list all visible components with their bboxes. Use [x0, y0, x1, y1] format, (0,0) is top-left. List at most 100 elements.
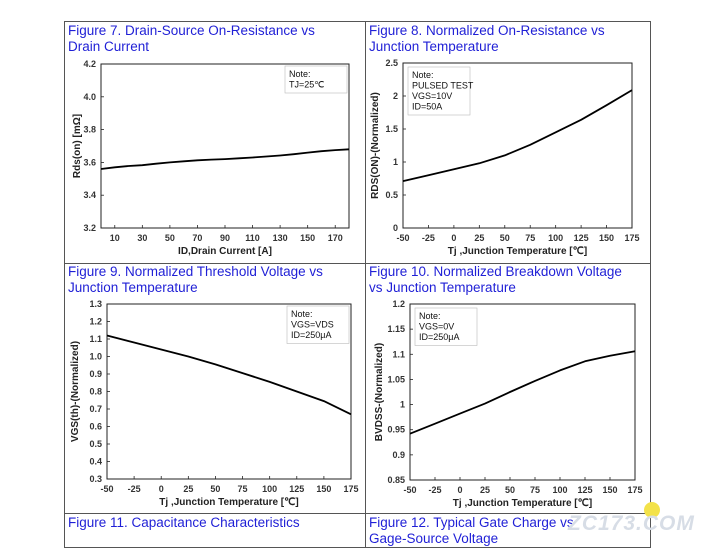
plot-frame: [402, 62, 633, 229]
note-box: [407, 66, 471, 116]
y-tick-label: 0.5: [385, 190, 398, 200]
y-tick-label: 1.15: [387, 324, 405, 334]
x-tick-label: 175: [624, 233, 639, 243]
note-line: VGS=0V: [419, 322, 454, 332]
y-tick-label: 1.1: [89, 334, 102, 344]
y-axis-label: RDS(ON)-(Normalized): [370, 92, 381, 199]
x-tick-label: -25: [428, 485, 441, 495]
y-tick-label: 3.8: [83, 125, 96, 135]
x-tick-label: 170: [328, 233, 343, 243]
y-tick-label: 3.4: [83, 190, 96, 200]
x-axis-label: ID,Drain Current [A]: [178, 246, 272, 257]
x-tick-label: 100: [262, 484, 277, 494]
x-tick-label: -50: [403, 485, 416, 495]
watermark: ZC173.COM: [568, 512, 695, 535]
series-line: [100, 148, 350, 170]
x-tick-label: 25: [183, 484, 193, 494]
y-tick-label: 2: [393, 91, 398, 101]
y-tick-label: 1: [400, 400, 405, 410]
x-tick-label: -25: [422, 233, 435, 243]
note-line: Note:: [289, 69, 311, 79]
y-tick-label: 0.3: [89, 474, 102, 484]
x-tick-label: 70: [192, 233, 202, 243]
x-tick-label: 175: [343, 484, 358, 494]
x-axis-label: Tj ,Junction Temperature [℃]: [448, 246, 587, 257]
figure-11-caption: Figure 11. Capacitance Characteristics: [68, 515, 300, 530]
y-axis-label: VGS(th)-(Normalized): [70, 341, 81, 442]
x-tick-label: 50: [210, 484, 220, 494]
x-tick-label: 150: [300, 233, 315, 243]
y-tick-label: 4.2: [83, 59, 96, 69]
note-line: VGS=10V: [412, 91, 452, 101]
y-tick-label: 0.9: [392, 450, 405, 460]
y-tick-label: 1.05: [387, 374, 405, 384]
y-tick-label: 1.1: [392, 349, 405, 359]
y-tick-label: 0.5: [89, 439, 102, 449]
x-tick-label: 50: [165, 233, 175, 243]
x-tick-label: 100: [552, 485, 567, 495]
y-tick-label: 0.7: [89, 404, 102, 414]
note-line: Note:: [291, 309, 313, 319]
y-tick-label: 2.5: [385, 58, 398, 68]
y-tick-label: 3.2: [83, 223, 96, 233]
note-line: ID=250μA: [291, 330, 331, 340]
plot-frame: [409, 303, 636, 481]
y-tick-label: 0.4: [89, 457, 102, 467]
x-tick-label: 90: [220, 233, 230, 243]
figure-8-caption: Figure 8. Normalized On-Resistance vs Ju…: [369, 23, 605, 54]
note-box: [286, 305, 350, 344]
x-tick-label: 130: [273, 233, 288, 243]
x-tick-label: 175: [627, 485, 642, 495]
x-axis-label: Tj ,Junction Temperature [℃]: [453, 498, 592, 509]
y-axis-label: Rds(on) [mΩ]: [72, 114, 83, 178]
x-tick-label: 150: [599, 233, 614, 243]
y-tick-label: 4.0: [83, 92, 96, 102]
x-tick-label: 0: [159, 484, 164, 494]
x-tick-label: 0: [457, 485, 462, 495]
x-tick-label: 10: [110, 233, 120, 243]
y-tick-label: 0.9: [89, 369, 102, 379]
note-line: Note:: [412, 70, 434, 80]
y-tick-label: 0.8: [89, 387, 102, 397]
x-tick-label: -50: [396, 233, 409, 243]
figure-10-caption: Figure 10. Normalized Breakdown Voltage …: [369, 264, 622, 295]
figure-9-caption: Figure 9. Normalized Threshold Voltage v…: [68, 264, 323, 295]
note-line: PULSED TEST: [412, 81, 474, 91]
x-tick-label: -25: [128, 484, 141, 494]
figure-12-caption: Figure 12. Typical Gate Charge vs Gage-S…: [369, 515, 574, 546]
note-box: [284, 65, 348, 94]
x-tick-label: 75: [525, 233, 535, 243]
y-tick-label: 0.6: [89, 422, 102, 432]
series-line: [402, 89, 633, 182]
x-tick-label: 0: [451, 233, 456, 243]
x-tick-label: 25: [480, 485, 490, 495]
x-tick-label: 125: [577, 485, 592, 495]
note-box: [414, 307, 478, 346]
x-tick-label: 30: [137, 233, 147, 243]
x-tick-label: 150: [602, 485, 617, 495]
figure-7-caption: Figure 7. Drain-Source On-Resistance vs …: [68, 23, 315, 54]
note-line: TJ=25℃: [289, 80, 324, 90]
y-tick-label: 1: [393, 157, 398, 167]
y-tick-label: 0: [393, 223, 398, 233]
note-line: VGS=VDS: [291, 320, 334, 330]
y-tick-label: 1.2: [392, 299, 405, 309]
x-tick-label: 25: [474, 233, 484, 243]
x-axis-label: Tj ,Junction Temperature [℃]: [159, 497, 298, 508]
x-tick-label: 125: [574, 233, 589, 243]
x-tick-label: 100: [548, 233, 563, 243]
y-tick-label: 1.5: [385, 124, 398, 134]
note-line: Note:: [419, 311, 441, 321]
note-line: ID=50A: [412, 102, 442, 112]
series-line: [409, 350, 636, 435]
y-tick-label: 1.3: [89, 299, 102, 309]
y-axis-label: BVDSS-(Normalized): [374, 343, 385, 441]
y-tick-label: 3.6: [83, 157, 96, 167]
series-line: [106, 334, 352, 416]
x-tick-label: -50: [100, 484, 113, 494]
x-tick-label: 50: [500, 233, 510, 243]
